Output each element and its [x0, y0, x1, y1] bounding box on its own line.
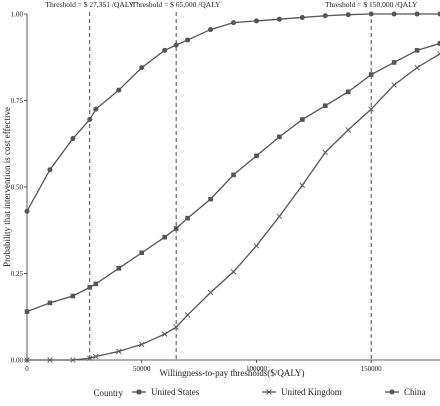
y-tick-label: 0.75 — [11, 97, 24, 105]
legend-label: United Kingdom — [281, 387, 342, 397]
series-china — [24, 11, 440, 214]
threshold-label: Threshold = $ 150,000 /QALY — [325, 0, 418, 9]
data-point — [70, 293, 76, 299]
data-point — [437, 11, 440, 17]
y-ticks: 0.00 0.25 0.50 0.75 1.00 — [11, 11, 27, 365]
legend-item: China — [385, 387, 426, 397]
data-point — [414, 64, 420, 71]
legend-marker — [266, 389, 272, 395]
legend-label: China — [404, 387, 426, 397]
data-point — [93, 353, 99, 360]
data-point — [162, 234, 167, 240]
data-point — [24, 208, 30, 214]
data-point — [231, 20, 236, 26]
axes — [26, 14, 440, 361]
data-point — [162, 47, 168, 53]
legend-marker — [136, 389, 142, 395]
data-point — [173, 226, 179, 231]
series-united-states — [24, 41, 440, 314]
data-point — [391, 11, 397, 17]
legend-label: United States — [151, 387, 200, 397]
data-point — [139, 65, 145, 71]
legend: Country United States United Kingdom China — [93, 387, 425, 398]
x-tick-label: 150000 — [361, 365, 383, 373]
series-layer — [24, 11, 440, 363]
data-point — [254, 153, 259, 159]
data-point — [300, 117, 305, 122]
x-tick-label: 100000 — [246, 365, 268, 373]
data-point — [116, 348, 122, 355]
series-line — [27, 53, 440, 361]
data-point — [368, 11, 374, 17]
y-tick-label: 1.00 — [11, 11, 24, 19]
data-point — [47, 167, 53, 173]
data-point — [47, 300, 53, 306]
data-point — [414, 11, 420, 17]
series-united-kingdom — [24, 51, 440, 363]
threshold-label: Threshold = $ 27,351 /QALY — [45, 0, 134, 9]
data-point — [207, 289, 214, 296]
data-point — [437, 41, 440, 46]
legend-item: United Kingdom — [262, 387, 342, 397]
legend-title: Country — [93, 388, 123, 398]
data-point — [116, 266, 122, 271]
y-tick-label: 0.25 — [11, 270, 24, 278]
data-point — [345, 127, 351, 133]
data-point — [93, 106, 99, 112]
data-point — [299, 14, 305, 20]
data-point — [299, 182, 306, 188]
data-point — [24, 357, 30, 363]
data-point — [24, 309, 30, 314]
data-point — [70, 357, 76, 363]
data-point — [368, 106, 374, 112]
data-point — [161, 331, 168, 337]
data-point — [184, 312, 191, 318]
x-ticks: 0 50000 100000 150000 — [25, 360, 382, 373]
data-point — [368, 72, 374, 77]
data-point — [185, 37, 191, 43]
data-point — [208, 27, 214, 33]
y-axis-title: Probability that intervention is cost ef… — [2, 107, 12, 267]
y-tick-label: 0.00 — [11, 357, 24, 365]
y-tick-label: 0.50 — [11, 184, 24, 192]
data-point — [70, 136, 76, 142]
x-axis-title: Willingness-to-pay thresholds($/QALY) — [160, 368, 305, 378]
x-tick-label: 0 — [25, 365, 29, 373]
data-point — [87, 285, 93, 290]
data-point — [253, 18, 259, 24]
data-point — [437, 51, 440, 57]
data-point — [185, 215, 190, 221]
data-point — [391, 60, 397, 65]
data-point — [231, 172, 236, 178]
legend-item: United States — [132, 387, 200, 397]
x-tick-label: 50000 — [133, 365, 151, 373]
data-point — [276, 213, 283, 220]
data-point — [116, 87, 122, 93]
data-point — [322, 103, 328, 108]
data-point — [276, 16, 282, 22]
series-line — [26, 13, 440, 212]
data-point — [230, 269, 237, 275]
data-point — [139, 250, 145, 256]
data-point — [345, 12, 351, 18]
threshold-label: Threshold = $ 65,000 /QALY — [132, 0, 221, 9]
data-point — [139, 341, 145, 348]
data-point — [93, 281, 99, 287]
legend-marker — [389, 389, 395, 395]
data-point — [322, 149, 328, 156]
data-point — [322, 13, 328, 19]
data-point — [345, 89, 351, 95]
data-point — [173, 42, 179, 48]
data-point — [47, 357, 53, 363]
data-point — [391, 82, 397, 88]
data-point — [277, 134, 282, 140]
data-point — [87, 117, 93, 123]
data-point — [173, 324, 179, 330]
data-point — [253, 243, 260, 249]
data-point — [414, 48, 420, 53]
data-point — [208, 196, 213, 202]
data-point — [87, 355, 93, 361]
